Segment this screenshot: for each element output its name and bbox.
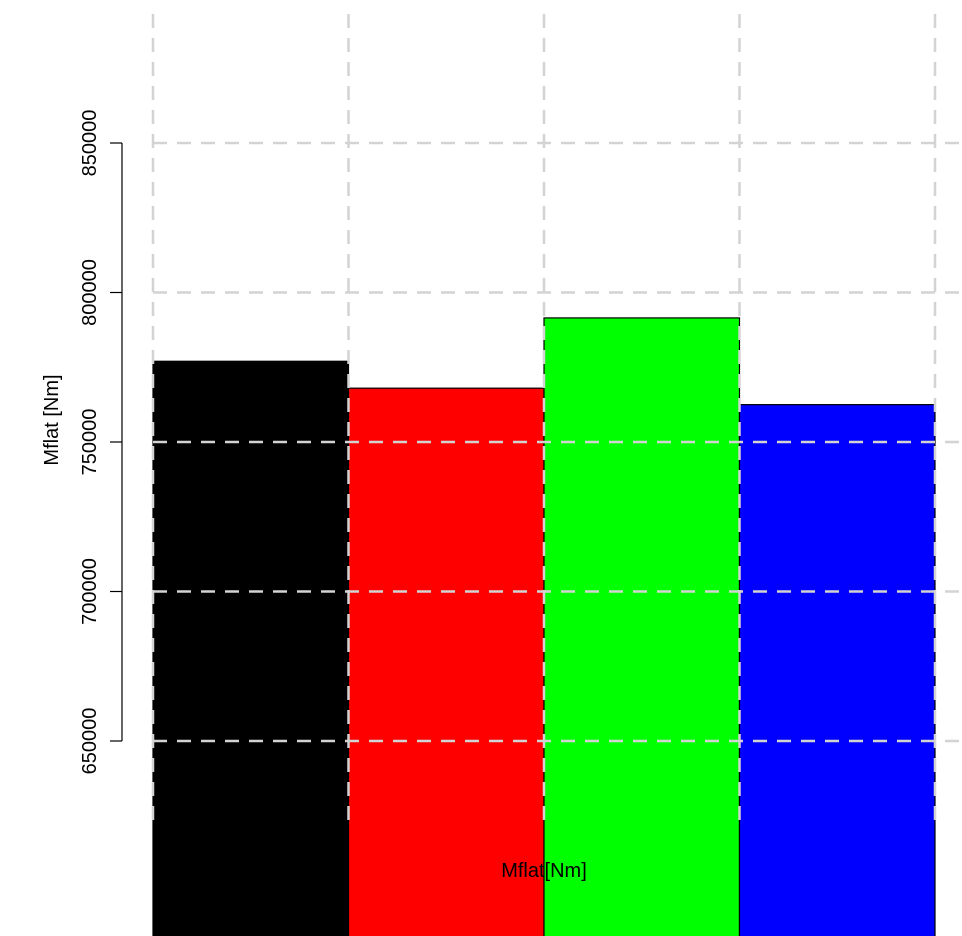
y-tick-label: 850000 bbox=[79, 110, 101, 177]
bar-3 bbox=[543, 317, 741, 936]
x-axis-title: Mflat[Nm] bbox=[501, 860, 587, 882]
y-ticks: 650000 700000 750000 800000 850000 bbox=[79, 110, 122, 775]
y-tick-label: 700000 bbox=[79, 558, 101, 625]
y-tick-label: 750000 bbox=[79, 409, 101, 476]
y-axis-title: Mflat [Nm] bbox=[41, 374, 63, 465]
bars-layer bbox=[152, 317, 936, 936]
grid-layer bbox=[151, 14, 962, 828]
y-tick-label: 800000 bbox=[79, 259, 101, 326]
bar-2 bbox=[347, 387, 545, 936]
bar-1 bbox=[152, 360, 350, 936]
y-tick-label: 650000 bbox=[79, 708, 101, 775]
bar-4 bbox=[738, 404, 936, 936]
